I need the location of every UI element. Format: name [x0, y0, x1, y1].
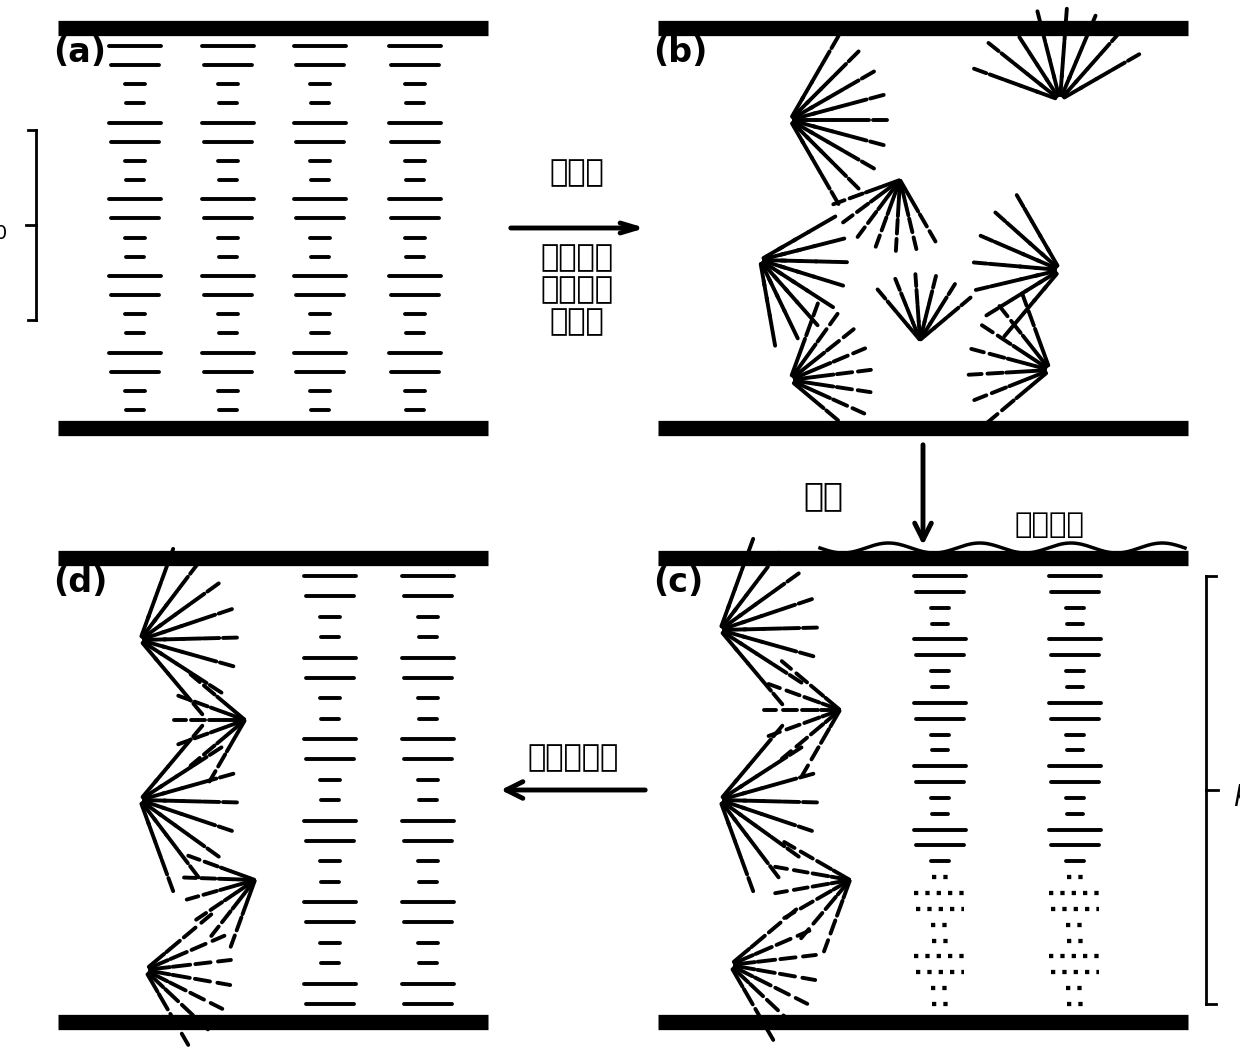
Text: (a): (a) — [53, 36, 105, 69]
Text: (d): (d) — [53, 566, 108, 599]
Text: 升温至清: 升温至清 — [541, 243, 614, 273]
Text: $p_0$: $p_0$ — [0, 217, 7, 243]
Text: 至室温: 至室温 — [549, 308, 604, 336]
Text: 常温或加热: 常温或加热 — [527, 743, 619, 773]
Text: 亮点再降: 亮点再降 — [541, 275, 614, 305]
Text: (c): (c) — [653, 566, 703, 599]
Text: 光照区域: 光照区域 — [1016, 511, 1085, 539]
Text: 光照: 光照 — [804, 480, 843, 512]
Text: $p_1$: $p_1$ — [1234, 782, 1240, 808]
Text: 加电或: 加电或 — [549, 158, 604, 188]
Text: (b): (b) — [653, 36, 707, 69]
